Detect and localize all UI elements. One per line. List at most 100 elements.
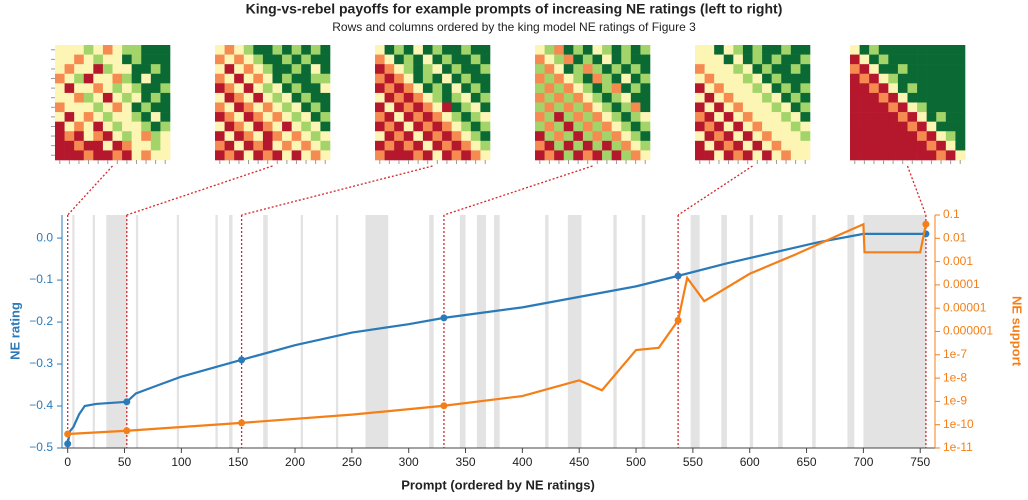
heatmap-cell <box>869 54 880 65</box>
heatmap-cell <box>432 92 443 103</box>
shaded-region <box>215 215 218 448</box>
heatmap-cell <box>141 54 152 65</box>
heatmap-cell <box>611 92 622 103</box>
heatmap-cell <box>592 64 603 75</box>
heatmap-cell <box>442 131 452 142</box>
shaded-region <box>476 215 486 448</box>
heatmap-cell <box>160 45 171 55</box>
x-tick-label: 50 <box>118 455 132 469</box>
heatmap-cell <box>859 73 870 84</box>
shaded-region <box>459 215 466 448</box>
heatmap-cell <box>83 150 94 161</box>
heatmap-cell <box>451 54 462 65</box>
heatmap-cell <box>926 121 937 132</box>
heatmap-cell <box>563 140 574 151</box>
heatmap-cell <box>917 140 927 151</box>
heatmap-cell <box>611 73 622 84</box>
heatmap-cell <box>442 64 452 75</box>
heatmap-cell <box>442 83 452 94</box>
heatmap-cell <box>55 150 65 161</box>
heatmap-cell <box>535 102 545 113</box>
heatmap-cell <box>917 64 927 75</box>
heatmap-cell <box>234 150 245 161</box>
heatmap-cell <box>55 64 65 75</box>
heatmap-cell <box>611 112 622 122</box>
heatmap-cell <box>413 102 424 113</box>
heatmap-cell <box>93 73 104 84</box>
heatmap-cell <box>384 45 395 55</box>
heatmap-cell <box>461 121 472 132</box>
series-line <box>67 222 927 436</box>
heatmap-cell <box>869 121 880 132</box>
heatmap-cell <box>695 83 705 94</box>
heatmap-cell <box>554 102 565 113</box>
heatmap-cell <box>160 131 171 142</box>
heatmap-cell <box>723 83 734 94</box>
heatmap-cell <box>131 45 142 55</box>
heatmap-cell <box>384 150 395 161</box>
heatmap-cell <box>907 140 918 151</box>
y-tick-label: −0.1 <box>29 272 53 286</box>
heatmap-cell <box>544 140 555 151</box>
heatmap-cell <box>955 83 966 94</box>
heatmap-cell <box>442 45 452 55</box>
heatmap-cell <box>859 92 870 103</box>
heatmap-cell <box>375 54 385 65</box>
heatmap-cell <box>733 140 744 151</box>
heatmap-cell <box>723 64 734 75</box>
highlight-point <box>674 272 682 280</box>
heatmap-cell <box>878 73 889 84</box>
heatmap-cell <box>878 64 889 75</box>
heatmap-cell <box>752 121 763 132</box>
heatmap-cell <box>262 73 273 84</box>
heatmap-cell <box>907 102 918 113</box>
heatmap-cell <box>112 121 123 132</box>
heatmap-cell <box>394 64 405 75</box>
heatmap-cell <box>160 121 171 132</box>
heatmap-cell <box>640 45 651 55</box>
heatmap-cell <box>878 131 889 142</box>
heatmap-cell <box>695 45 705 55</box>
heatmap-cell <box>480 140 491 151</box>
heatmap-cell <box>602 121 612 132</box>
heatmap-cell <box>310 73 321 84</box>
heatmap-cell <box>461 54 472 65</box>
heatmap-cell <box>630 92 641 103</box>
heatmap-cell <box>926 92 937 103</box>
heatmap-cell <box>262 54 273 65</box>
heatmap-cell <box>74 92 85 103</box>
heatmap-cell <box>850 73 860 84</box>
heatmap-cell <box>544 102 555 113</box>
heatmap-cell <box>888 131 899 142</box>
highlight-point <box>238 419 246 427</box>
heatmap-cell <box>907 83 918 94</box>
heatmap-cell <box>723 54 734 65</box>
heatmap-cell <box>704 92 715 103</box>
heatmap-cell <box>850 83 860 94</box>
heatmap-cell <box>131 140 142 151</box>
heatmap-cell <box>301 131 312 142</box>
heatmap-cell <box>630 45 641 55</box>
heatmap-cell <box>150 121 161 132</box>
heatmap-cell <box>554 150 565 161</box>
heatmap-cell <box>554 54 565 65</box>
heatmap-cell <box>262 112 273 122</box>
heatmap-cell <box>888 121 899 132</box>
shaded-region <box>429 215 434 448</box>
heatmap-cell <box>150 131 161 142</box>
heatmap-cell <box>621 131 632 142</box>
heatmap-cell <box>291 112 302 122</box>
heatmap-cell <box>742 83 753 94</box>
heatmap-cell <box>582 112 593 122</box>
heatmap-cell <box>282 54 292 65</box>
heatmap-cell <box>131 121 142 132</box>
x-tick-label: 300 <box>399 455 419 469</box>
heatmap-cell <box>301 92 312 103</box>
heatmap-cell <box>850 140 860 151</box>
heatmap-cell <box>582 45 593 55</box>
heatmap-cell <box>850 150 860 161</box>
heatmap-cell <box>403 92 414 103</box>
heatmap-cell <box>897 131 908 142</box>
heatmap-cell <box>762 83 772 94</box>
highlight-connector <box>126 165 273 216</box>
